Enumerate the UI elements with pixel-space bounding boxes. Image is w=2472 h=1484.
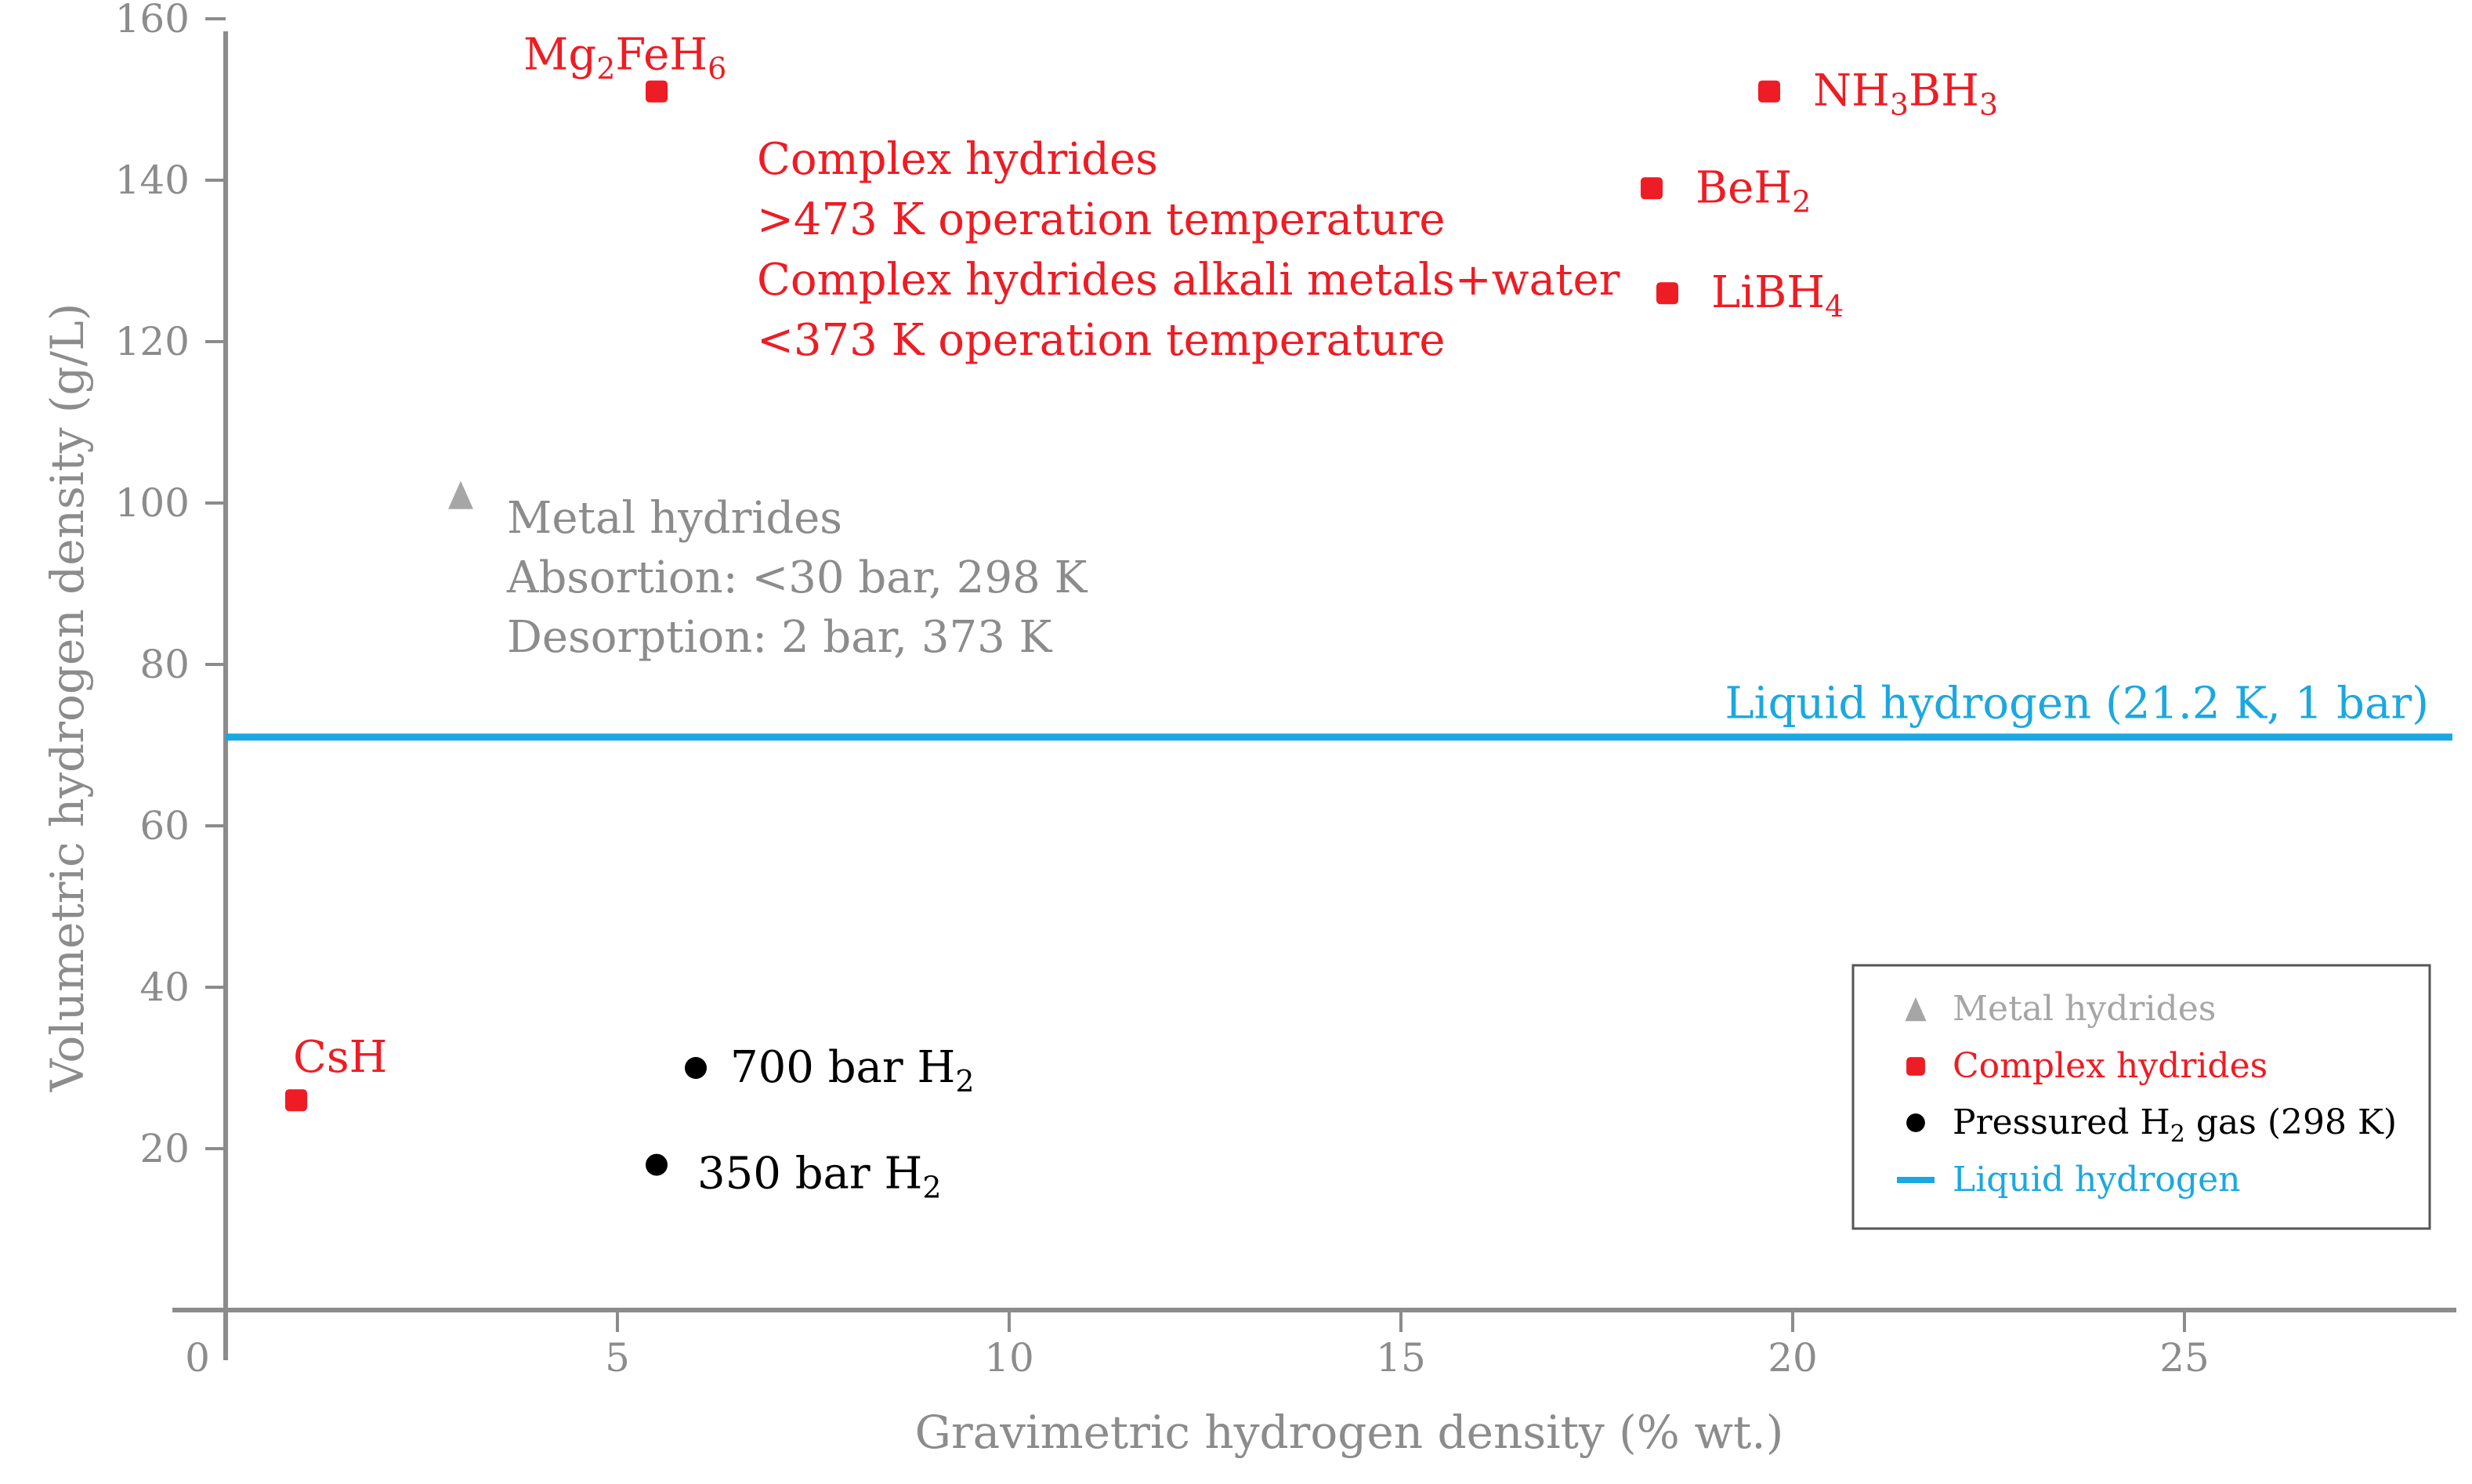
label-text: 700 bar H — [730, 1042, 955, 1093]
label-text: gas (298 K) — [2185, 1102, 2397, 1142]
label-text: 350 bar H — [697, 1149, 922, 1200]
x-tick-label: 5 — [605, 1335, 630, 1381]
metal-hydride-marker — [448, 480, 473, 509]
point-label: CsH — [293, 1032, 387, 1083]
y-tick-label: 120 — [115, 319, 190, 364]
metal-note-line-1: Metal hydrides — [507, 493, 842, 544]
label-text: FeH — [615, 30, 708, 81]
point-label: LiBH4 — [1711, 267, 1844, 324]
label-text: NH — [1813, 66, 1890, 117]
legend-label: Metal hydrides — [1953, 989, 2216, 1029]
legend-label: Liquid hydrogen — [1953, 1160, 2240, 1200]
label-subscript: 6 — [708, 52, 726, 86]
complex-hydride-marker — [1641, 177, 1663, 200]
x-tick-label: 20 — [1768, 1335, 1818, 1381]
complex-hydrides-annotation: Complex hydrides >473 K operation temper… — [757, 134, 1620, 366]
complex-hydride-marker — [646, 80, 668, 103]
complex-hydride-marker — [1758, 80, 1780, 103]
y-tick-label: 60 — [139, 803, 190, 849]
point-label: NH3BH3 — [1813, 66, 1998, 122]
label-text: BH — [1909, 66, 1979, 117]
y-tick-label: 100 — [115, 480, 190, 526]
metal-note-line-3: Desorption: 2 bar, 373 K — [507, 612, 1053, 663]
complex-hydride-marker — [285, 1089, 307, 1112]
y-axis-title: Volumetric hydrogen density (g/L) — [41, 303, 94, 1092]
y-tick-label: 40 — [139, 965, 190, 1010]
x-axis-title: Gravimetric hydrogen density (% wt.) — [915, 1406, 1784, 1459]
x-tick-label: 15 — [1376, 1335, 1426, 1381]
y-tick-label: 20 — [139, 1126, 190, 1171]
x-ticks: 0 5 10 15 20 25 — [185, 1310, 2210, 1381]
label-subscript: 2 — [955, 1064, 974, 1099]
x-tick-label: 25 — [2159, 1335, 2210, 1381]
point-label: 700 bar H2 — [730, 1042, 975, 1099]
label-text: Mg — [523, 30, 596, 81]
label-text: LiBH — [1711, 267, 1825, 318]
point-label: 350 bar H2 — [697, 1149, 942, 1205]
legend-label: Pressured H2 gas (298 K) — [1953, 1102, 2397, 1148]
complex-hydride-marker — [1656, 282, 1678, 305]
label-text: BeH — [1696, 162, 1792, 213]
label-subscript: 4 — [1825, 289, 1844, 324]
point-label: Mg2FeH6 — [523, 30, 726, 86]
metal-hydrides-annotation: Metal hydrides Absortion: <30 bar, 298 K… — [506, 493, 1088, 663]
liquid-hydrogen-label: Liquid hydrogen (21.2 K, 1 bar) — [1725, 679, 2429, 729]
y-tick-label: 160 — [115, 0, 190, 42]
label-text: Pressured H — [1953, 1102, 2170, 1142]
complex-note-line-4: <373 K operation temperature — [757, 315, 1445, 366]
label-subscript: 3 — [1890, 88, 1909, 122]
legend-marker — [1906, 1057, 1925, 1076]
pressured-gas-marker — [646, 1153, 668, 1176]
legend-marker — [1906, 1113, 1925, 1132]
label-subscript: 3 — [1979, 88, 1998, 122]
x-tick-label: 0 — [185, 1335, 210, 1381]
y-tick-label: 80 — [139, 642, 190, 687]
complex-note-line-1: Complex hydrides — [757, 134, 1158, 185]
x-tick-label: 10 — [984, 1335, 1034, 1381]
label-subscript: 2 — [596, 52, 615, 86]
legend: Metal hydrides Complex hydrides Pressured … — [1851, 964, 2431, 1230]
y-ticks: 20 40 60 80 100 120 140 160 — [115, 0, 226, 1171]
label-subscript: 2 — [2170, 1120, 2185, 1148]
label-subscript: 2 — [922, 1171, 941, 1205]
legend-label: Complex hydrides — [1953, 1046, 2268, 1086]
pressured-gas-marker — [685, 1057, 707, 1079]
legend-box — [1851, 964, 2431, 1230]
metal-note-line-2: Absortion: <30 bar, 298 K — [506, 552, 1088, 603]
label-subscript: 2 — [1792, 184, 1811, 219]
y-tick-label: 140 — [115, 157, 190, 203]
complex-note-line-2: >473 K operation temperature — [757, 194, 1445, 245]
legend-marker — [1905, 997, 1927, 1022]
complex-note-line-3: Complex hydrides alkali metals+water — [757, 255, 1620, 306]
data-points — [285, 80, 1780, 1176]
label-text: CsH — [293, 1032, 387, 1083]
point-label: BeH2 — [1696, 162, 1811, 219]
